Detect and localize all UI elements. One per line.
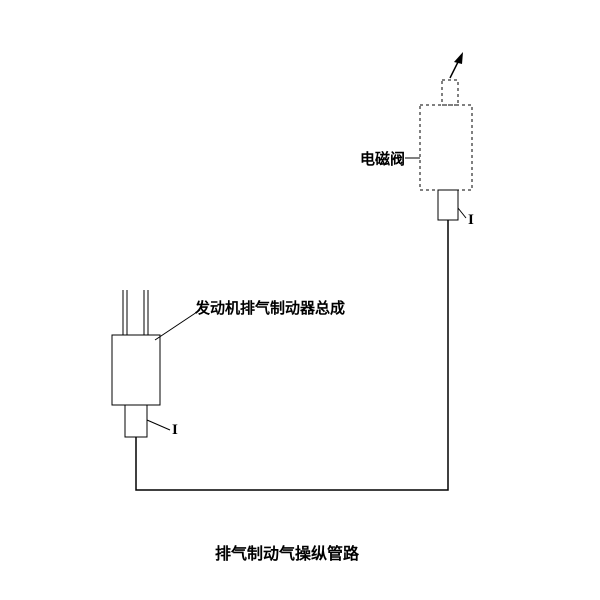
solenoid-valve-label: 电磁阀 [360,148,405,169]
engine-brake-bottom-port [125,405,147,437]
solenoid-valve-body [420,105,472,190]
engine-brake-port-lead [147,420,170,430]
engine-brake-body [112,335,160,405]
solenoid-arrow-head [454,52,463,64]
diagram-caption: 排气制动气操纵管路 [215,540,359,564]
engine-brake-label: 发动机排气制动器总成 [195,297,345,318]
solenoid-top-stub [442,80,458,105]
engine-brake-lead-line [155,310,200,340]
connecting-pipe [136,220,448,490]
solenoid-bottom-port [438,190,458,220]
solenoid-port-marker: I [468,212,474,229]
engine-brake-port-marker: I [172,422,178,439]
solenoid-port-lead [458,208,466,218]
